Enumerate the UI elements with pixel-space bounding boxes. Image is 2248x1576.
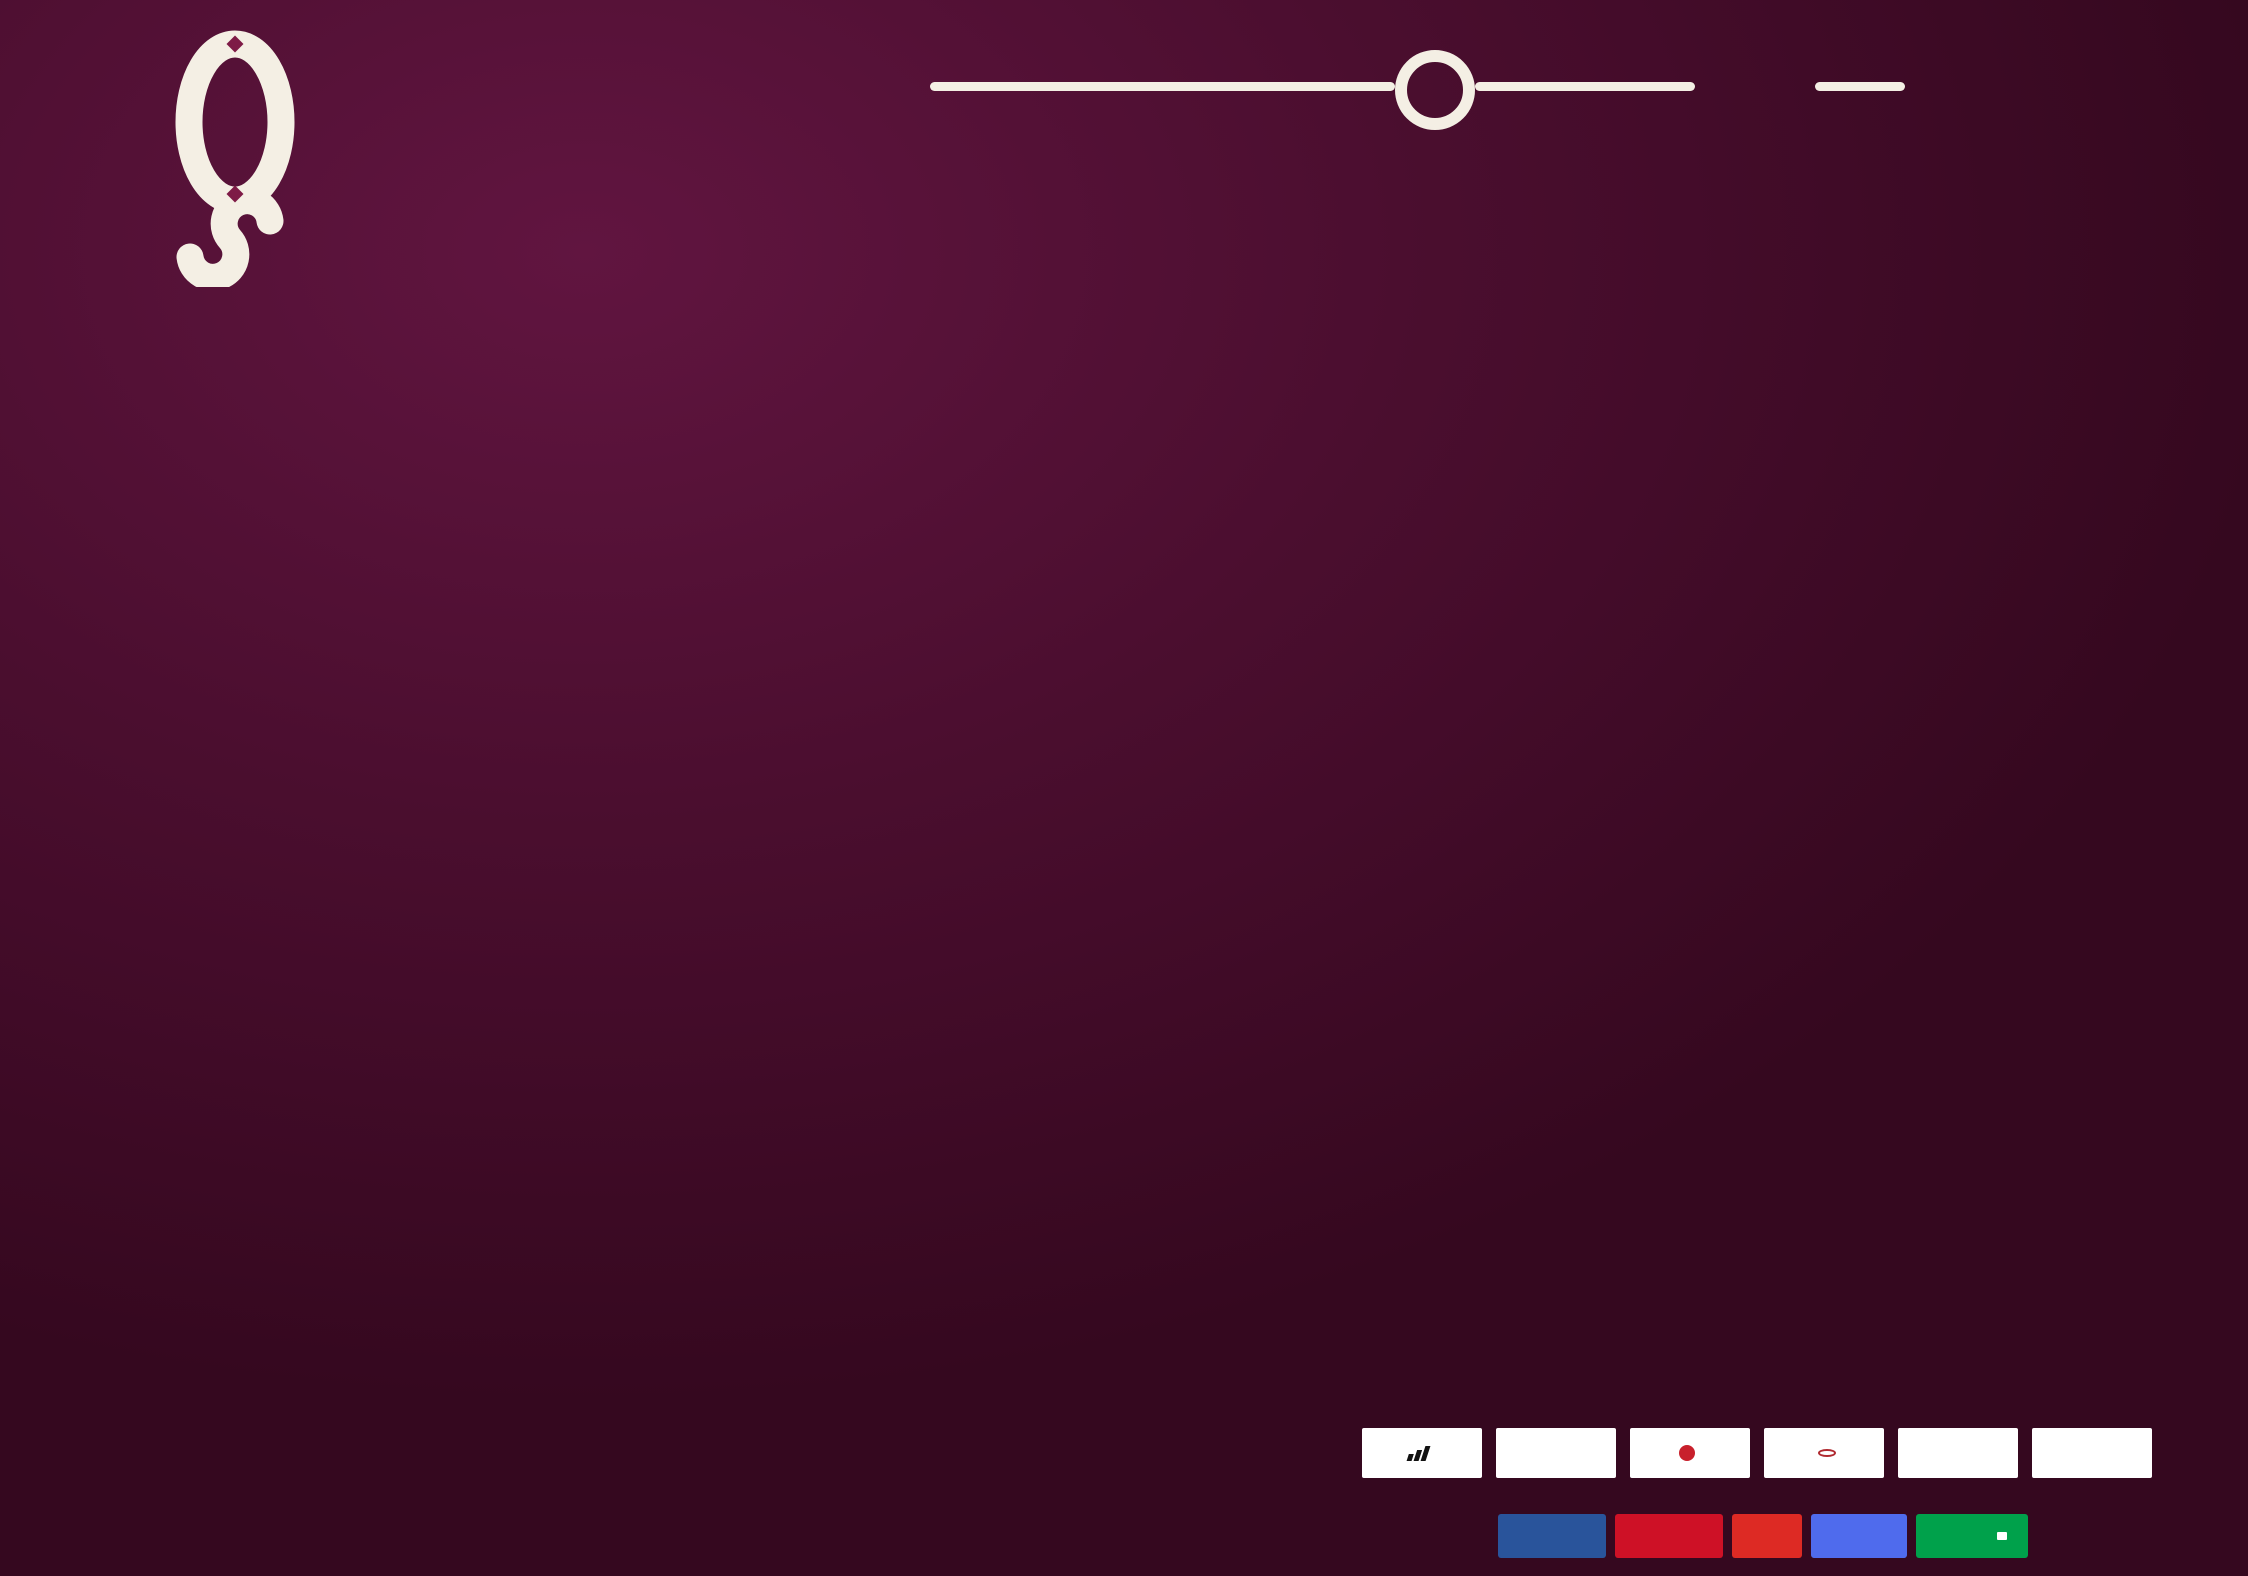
- sponsor-coca-cola: [1496, 1428, 1616, 1478]
- sponsor-logos-primary-row: [1362, 1428, 2152, 1478]
- sponsor-fifa-com: [1498, 1514, 1606, 1558]
- sponsor-wanda: [1630, 1428, 1750, 1478]
- title-ornament-line-2: [1475, 82, 1695, 91]
- adidas-stripes-icon: [1406, 1445, 1431, 1461]
- sponsor-logos-secondary-row: [1498, 1514, 2028, 1558]
- sponsor-mcdonalds: [1732, 1514, 1802, 1558]
- sponsor-visa: [2032, 1428, 2152, 1478]
- wanda-logo-icon: [1679, 1445, 1695, 1461]
- sponsor-adidas: [1362, 1428, 1482, 1478]
- sponsor-vivo: [1811, 1514, 1907, 1558]
- title-ornament-line-1: [930, 82, 1395, 91]
- sponsor-qatar-airways: [1898, 1428, 2018, 1478]
- fifa-mini-logo: [1996, 1532, 2007, 1540]
- sponsor-living-football: [1916, 1514, 2028, 1558]
- sponsor-hyundai-kia: [1764, 1428, 1884, 1478]
- title-ornament-line-3: [1815, 82, 1905, 91]
- title-ornament-ring: [1395, 50, 1475, 130]
- sponsor-budweiser: [1615, 1514, 1723, 1558]
- fifa-world-cup-qatar-2022-emblem-logo: [140, 25, 330, 291]
